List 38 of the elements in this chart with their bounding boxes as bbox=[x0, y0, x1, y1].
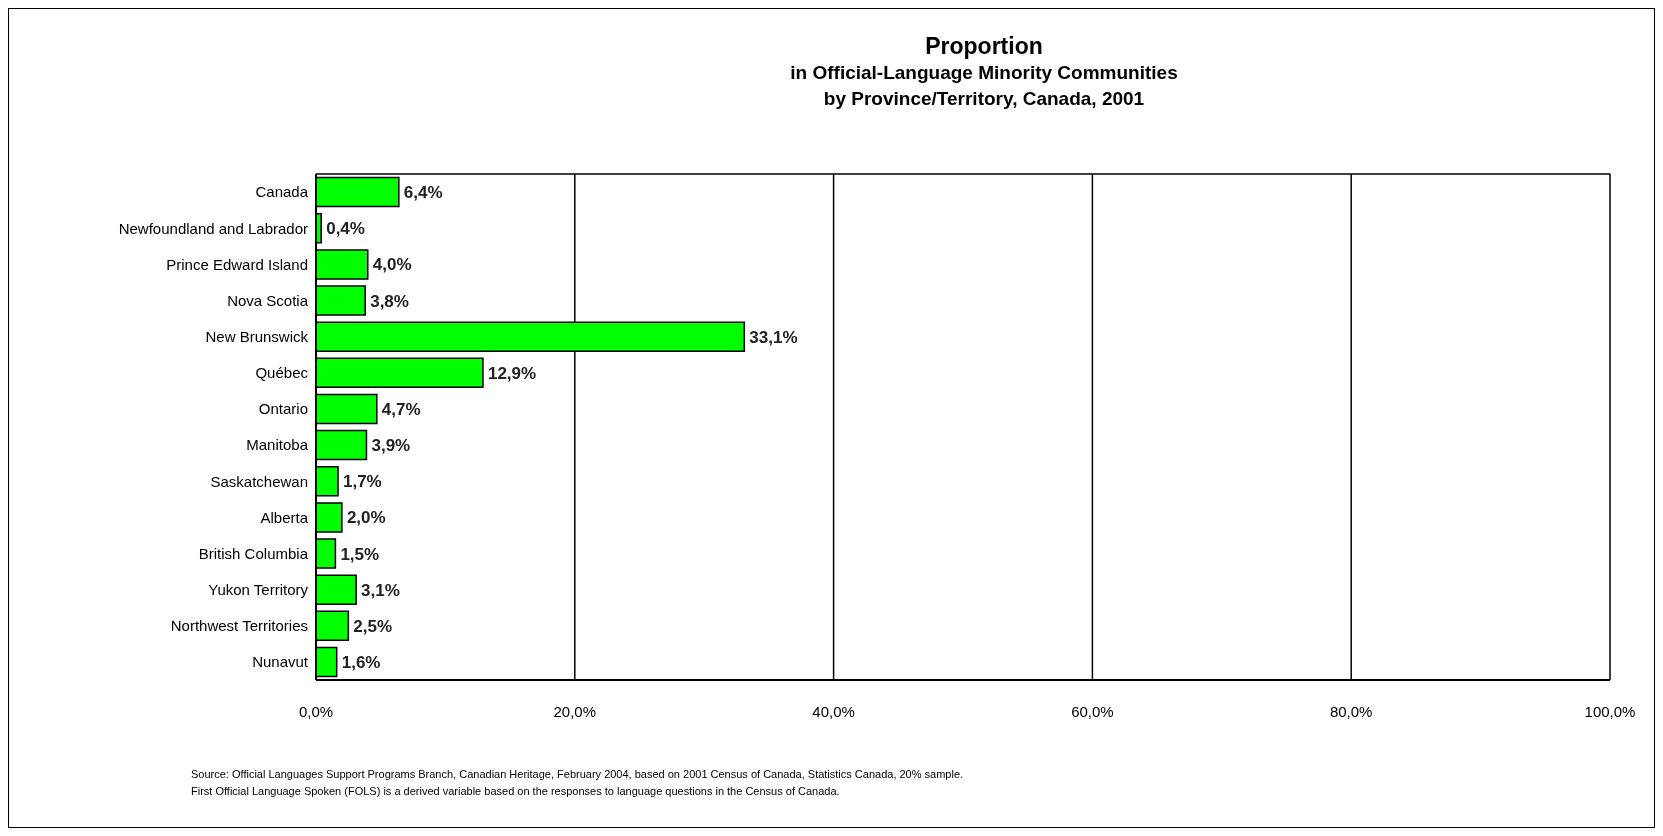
y-tick-label: Québec bbox=[255, 364, 309, 382]
source-note: Source: Official Languages Support Programs Branch, Canadian Heritage, February 2004, based on 2001 Census of Canada, Statistics Canada, 20% sample. bbox=[191, 767, 964, 782]
y-tick-label: Alberta bbox=[260, 508, 309, 526]
x-tick-label: 40,0% bbox=[812, 702, 855, 720]
y-tick-label: Saskatchewan bbox=[210, 472, 308, 490]
data-label: 6,4% bbox=[403, 183, 443, 203]
data-label: 0,4% bbox=[326, 219, 365, 239]
y-tick-label: Nunavut bbox=[252, 653, 309, 671]
x-tick-label: 100,0% bbox=[1584, 702, 1636, 720]
data-label: 3,1% bbox=[361, 580, 400, 600]
y-tick-label: British Columbia bbox=[198, 544, 309, 562]
chart-title: Proportion bbox=[924, 33, 1044, 60]
data-label: 4,0% bbox=[372, 255, 412, 275]
data-label: 3,9% bbox=[371, 436, 411, 456]
y-tick-label: Yukon Territory bbox=[208, 580, 309, 598]
data-label: 1,6% bbox=[341, 653, 381, 673]
data-label: 4,7% bbox=[381, 400, 421, 420]
data-label: 3,8% bbox=[370, 291, 409, 311]
y-tick-label: Newfoundland and Labrador bbox=[118, 219, 308, 237]
y-tick-label: Nova Scotia bbox=[227, 291, 309, 309]
y-tick-label: Manitoba bbox=[246, 436, 309, 454]
data-label: 1,7% bbox=[343, 472, 382, 492]
data-label: 12,9% bbox=[487, 363, 537, 383]
x-tick-label: 60,0% bbox=[1071, 702, 1114, 720]
y-tick-label: Northwest Territories bbox=[170, 617, 308, 635]
y-tick-label: Canada bbox=[255, 183, 309, 201]
x-tick-label: 20,0% bbox=[553, 702, 597, 720]
x-tick-label: 0,0% bbox=[298, 702, 334, 720]
chart-subtitle: in Official-Language Minority Communities by Province/Territory, Canada, 2001 bbox=[789, 61, 1179, 111]
data-label: 2,0% bbox=[346, 508, 386, 528]
data-label: 1,5% bbox=[340, 544, 380, 564]
y-tick-label: Prince Edward Island bbox=[166, 255, 308, 273]
y-tick-label: New Brunswick bbox=[205, 327, 309, 345]
data-label: 33,1% bbox=[749, 327, 798, 347]
y-tick-label: Ontario bbox=[258, 400, 308, 418]
data-label: 2,5% bbox=[353, 616, 393, 636]
x-tick-label: 80,0% bbox=[1329, 702, 1373, 720]
text: First Official Language Spoken (FOLS) is a derived variable based on the responses to language questions in the Census of Canada. bbox=[191, 784, 841, 799]
